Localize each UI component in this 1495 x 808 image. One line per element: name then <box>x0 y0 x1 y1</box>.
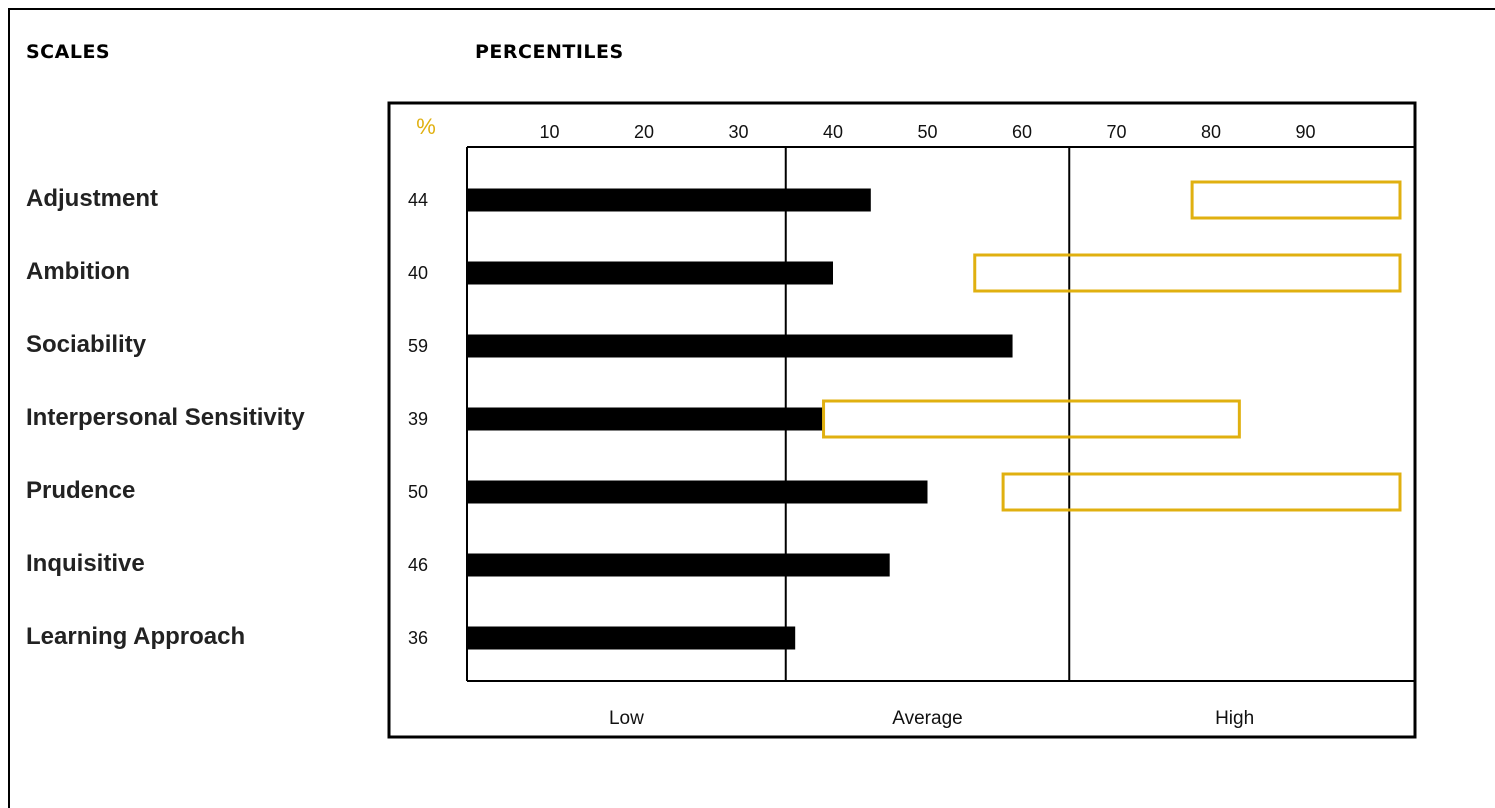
scale-label: Ambition <box>26 258 130 285</box>
x-tick-label: 30 <box>728 122 748 142</box>
percentile-bar <box>467 334 1013 358</box>
x-tick-label: 40 <box>823 122 843 142</box>
scale-label: Prudence <box>26 477 136 504</box>
value-label: 40 <box>408 263 428 283</box>
value-label: 39 <box>408 409 428 429</box>
value-label: 44 <box>408 190 428 210</box>
x-tick-label: 70 <box>1106 122 1126 142</box>
zone-label: Average <box>892 708 962 729</box>
percentiles-header: PERCENTILES <box>475 41 624 63</box>
percent-symbol: % <box>416 114 436 139</box>
zone-label: Low <box>609 708 644 729</box>
scales-header: SCALES <box>26 41 111 63</box>
x-tick-label: 80 <box>1201 122 1221 142</box>
x-tick-label: 20 <box>634 122 654 142</box>
x-tick-label: 90 <box>1295 122 1315 142</box>
target-range-box <box>822 399 1241 439</box>
scale-label: Interpersonal Sensitivity <box>26 404 305 431</box>
page-frame <box>8 8 1495 808</box>
percentile-bar <box>467 553 890 577</box>
scale-label: Adjustment <box>26 185 158 212</box>
percentile-bar <box>467 407 824 431</box>
percentile-bar <box>467 626 796 650</box>
value-label: 36 <box>408 628 428 648</box>
x-tick-label: 50 <box>917 122 937 142</box>
scale-label: Sociability <box>26 331 147 358</box>
value-label: 59 <box>408 336 428 356</box>
scale-label: Learning Approach <box>26 623 246 650</box>
x-tick-label: 60 <box>1012 122 1032 142</box>
percentile-bar <box>467 261 833 285</box>
percentile-bar <box>467 480 928 504</box>
percentile-bar <box>467 188 871 212</box>
target-range-box <box>973 253 1402 293</box>
zone-label: High <box>1215 708 1254 729</box>
target-range-box <box>1001 472 1402 512</box>
value-label: 46 <box>408 555 428 575</box>
x-tick-label: 10 <box>539 122 559 142</box>
target-range-box <box>1190 180 1402 220</box>
chart-outer-frame <box>387 101 1417 739</box>
value-label: 50 <box>408 482 428 502</box>
scale-label: Inquisitive <box>26 550 145 577</box>
